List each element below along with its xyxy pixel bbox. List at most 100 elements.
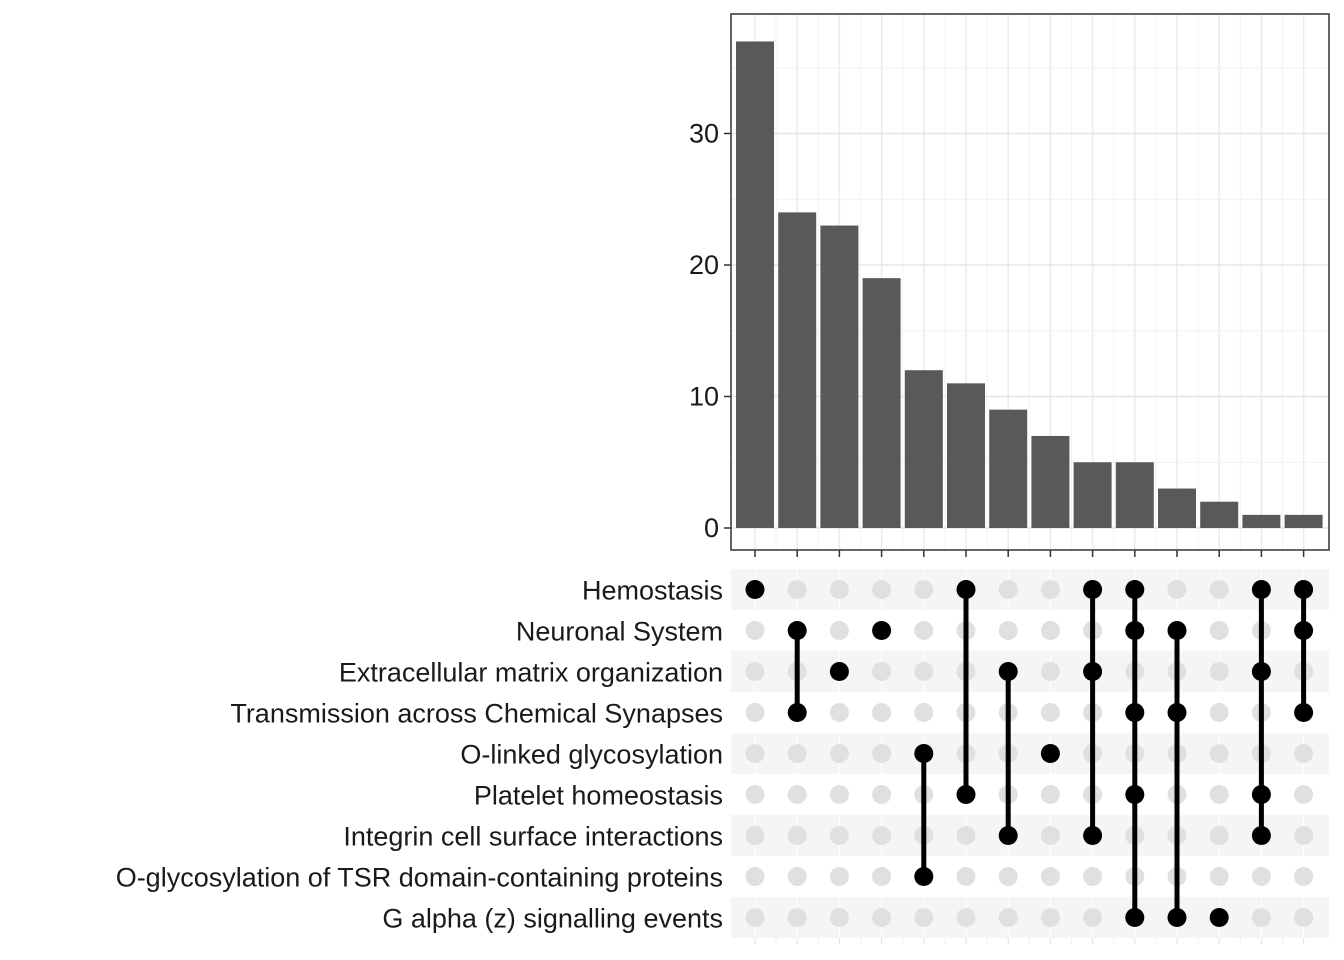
matrix-dot-inactive [1040, 621, 1060, 640]
matrix-dot-inactive [1083, 908, 1103, 927]
matrix-dot-inactive [998, 908, 1018, 927]
matrix-dot-inactive [1294, 785, 1314, 804]
matrix-dot-inactive [1040, 826, 1060, 845]
matrix-dot-active [1083, 826, 1103, 845]
intersection-bar [947, 383, 985, 528]
matrix-dot-active [1125, 908, 1145, 927]
matrix-dot-inactive [1209, 580, 1229, 599]
matrix-dot-inactive [914, 580, 934, 599]
matrix-dot-inactive [1209, 826, 1229, 845]
intersection-matrix-panel: Hemostasis Neuronal System Extracellular m… [116, 569, 1329, 944]
matrix-dot-active [998, 662, 1018, 681]
matrix-dot-inactive [745, 826, 765, 845]
matrix-dot-active [872, 621, 892, 640]
matrix-dot-inactive [1209, 785, 1229, 804]
matrix-dot-inactive [1209, 662, 1229, 681]
matrix-dot-inactive [1040, 580, 1060, 599]
matrix-dot-inactive [745, 662, 765, 681]
set-label: Neuronal System [516, 617, 723, 647]
matrix-dot-inactive [1294, 867, 1314, 886]
matrix-dot-active [1167, 703, 1187, 722]
matrix-dot-inactive [745, 908, 765, 927]
matrix-dot-inactive [829, 785, 849, 804]
bars [736, 41, 1323, 529]
set-label: Extracellular matrix organization [339, 658, 723, 688]
set-label: Transmission across Chemical Synapses [230, 699, 723, 729]
matrix-dot-inactive [1294, 744, 1314, 763]
matrix-dot-inactive [829, 826, 849, 845]
intersection-bar [1242, 514, 1281, 528]
matrix-dot-inactive [829, 580, 849, 599]
matrix-dot-inactive [872, 785, 892, 804]
matrix-dot-inactive [1251, 908, 1271, 927]
intersection-bar [904, 370, 943, 528]
matrix-dot-inactive [1040, 703, 1060, 722]
matrix-dot-inactive [1040, 908, 1060, 927]
intersection-bar [778, 212, 817, 528]
matrix-dot-inactive [829, 908, 849, 927]
intersection-bar [989, 409, 1028, 528]
matrix-dot-inactive [745, 744, 765, 763]
y-tick-label: 10 [689, 382, 719, 412]
matrix-dot-inactive [1294, 826, 1314, 845]
y-tick-label: 0 [704, 513, 719, 543]
matrix-dot-active [1251, 662, 1271, 681]
intersection-bar [862, 278, 901, 528]
matrix-dot-inactive [998, 580, 1018, 599]
x-axis-ticks [754, 550, 1305, 557]
matrix-dot-inactive [787, 580, 807, 599]
bar-panel-border [730, 13, 1330, 551]
matrix-dot-inactive [1040, 662, 1060, 681]
matrix-dot-inactive [872, 908, 892, 927]
matrix-dot-inactive [872, 867, 892, 886]
matrix-dot-active [1294, 580, 1314, 599]
matrix-dot-inactive [829, 867, 849, 886]
matrix-dot-inactive [998, 621, 1018, 640]
matrix-dot-inactive [745, 703, 765, 722]
matrix-dot-inactive [1251, 867, 1271, 886]
matrix-dot-inactive [872, 826, 892, 845]
matrix-dot-active [1251, 785, 1271, 804]
matrix-dot-inactive [787, 826, 807, 845]
matrix-dot-inactive [872, 703, 892, 722]
matrix-dot-inactive [1040, 867, 1060, 886]
set-label: O-linked glycosylation [460, 740, 723, 770]
matrix-dot-inactive [914, 703, 934, 722]
matrix-dot-inactive [787, 744, 807, 763]
matrix-dot-inactive [1209, 621, 1229, 640]
matrix-dot-inactive [956, 867, 976, 886]
set-label: Platelet homeostasis [474, 781, 723, 811]
matrix-dot-inactive [1083, 867, 1103, 886]
matrix-dot-inactive [1294, 908, 1314, 927]
set-label: G alpha (z) signalling events [382, 904, 723, 934]
set-labels: Hemostasis Neuronal System Extracellular m… [116, 576, 723, 934]
matrix-dot-inactive [1167, 580, 1187, 599]
set-label: O-glycosylation of TSR domain-containing… [116, 863, 723, 893]
matrix-dot-active [1125, 785, 1145, 804]
y-tick-label: 30 [689, 119, 719, 149]
matrix-dot-inactive [956, 908, 976, 927]
matrix-dot-inactive [745, 621, 765, 640]
matrix-row-stripe [731, 897, 1329, 938]
matrix-dot-active [829, 662, 849, 681]
matrix-dot-active [1040, 744, 1060, 763]
y-axis: 0 10 20 30 [689, 119, 731, 543]
intersection-bar [1284, 514, 1323, 528]
matrix-dot-active [914, 744, 934, 763]
matrix-dot-inactive [998, 867, 1018, 886]
matrix-dot-inactive [914, 908, 934, 927]
matrix-dot-active [787, 703, 807, 722]
matrix-dot-active [1251, 580, 1271, 599]
intersection-bar [820, 225, 859, 529]
matrix-dot-active [1209, 908, 1229, 927]
matrix-dot-inactive [914, 662, 934, 681]
matrix-dot-active [745, 580, 765, 599]
matrix-dot-inactive [1040, 785, 1060, 804]
matrix-dot-active [1251, 826, 1271, 845]
intersection-bar [1031, 435, 1070, 528]
matrix-dot-active [1167, 621, 1187, 640]
matrix-dot-inactive [1209, 867, 1229, 886]
matrix-dot-inactive [787, 785, 807, 804]
matrix-dot-active [998, 826, 1018, 845]
